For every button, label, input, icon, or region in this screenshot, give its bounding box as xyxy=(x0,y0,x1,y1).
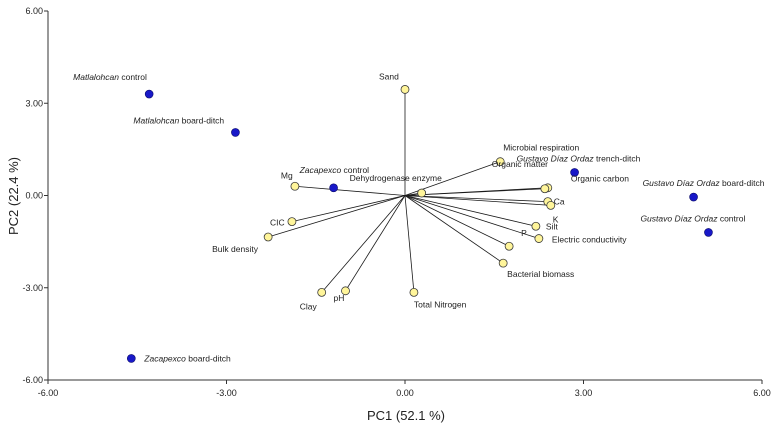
variable-label-bacterial-biomass: Bacterial biomass xyxy=(507,269,574,279)
y-tick-label: 0.00 xyxy=(25,191,43,201)
sample-label-gustavo-diaz-ordaz-trench-ditch: Gustavo Díaz Ordaz trench-ditch xyxy=(517,153,641,163)
variable-label-cic: CIC xyxy=(270,218,285,228)
sample-label-zacapexco-board-ditch: Zacapexco board-ditch xyxy=(143,353,231,363)
sample-point-matlalohcan-board-ditch xyxy=(231,128,240,137)
variable-point-electric-conductivity xyxy=(534,234,544,243)
variable-label-p: P xyxy=(521,228,527,238)
variable-point-k xyxy=(546,200,556,210)
x-tick-label: 6.00 xyxy=(753,388,771,398)
sample-treatment: board-ditch xyxy=(720,178,765,188)
sample-treatment: control xyxy=(717,213,745,223)
sample-treatment: control xyxy=(119,72,147,82)
variable-label-k: K xyxy=(553,214,559,224)
sample-label-matlalohcan-board-ditch: Matlalohcan board-ditch xyxy=(133,115,224,125)
sample-site: Matlalohcan xyxy=(133,115,179,125)
sample-site: Gustavo Díaz Ordaz xyxy=(517,153,595,163)
x-tick-label: 0.00 xyxy=(396,388,414,398)
vector-mg xyxy=(294,185,406,196)
vector-k xyxy=(404,195,551,206)
variable-label-ca: Ca xyxy=(554,197,565,207)
variable-point-bacterial-biomass xyxy=(498,258,508,268)
sample-treatment: board-ditch xyxy=(179,115,224,125)
vector-bulk-density xyxy=(268,195,406,238)
sample-site: Gustavo Díaz Ordaz xyxy=(640,213,718,223)
sample-treatment: control xyxy=(341,165,369,175)
vector-electric-conductivity xyxy=(404,195,539,239)
vector-bacterial-biomass xyxy=(404,195,504,264)
point-labels: Sand Microbial respiration Organic matter O… xyxy=(73,71,765,363)
variable-point-bulk-density xyxy=(263,232,273,242)
sample-points xyxy=(127,89,713,363)
variable-point-sand xyxy=(400,85,410,94)
vector-organic-carbon xyxy=(404,188,545,196)
axes: -6.00 -3.00 0.00 3.00 6.00 -6.00 -3.00 0.00 3.00… xyxy=(22,6,770,398)
x-axis-title: PC1 (52.1 %) xyxy=(367,408,445,423)
variable-label-electric-conductivity: Electric conductivity xyxy=(552,235,627,245)
variable-label-dehydrogenase-enzyme: Dehydrogenase enzyme xyxy=(350,173,442,183)
sample-label-matlalohcan-control: Matlalohcan control xyxy=(73,72,147,82)
variable-label-bulk-density: Bulk density xyxy=(212,244,259,254)
sample-treatment: board-ditch xyxy=(186,353,231,363)
variable-point-cic xyxy=(287,217,297,227)
y-tick-label: -3.00 xyxy=(22,283,43,293)
sample-treatment: trench-ditch xyxy=(594,153,641,163)
vector-p xyxy=(404,195,510,247)
variable-label-microbial-respiration: Microbial respiration xyxy=(503,143,579,153)
sample-point-zacapexco-control xyxy=(329,183,338,193)
variable-label-ph: pH xyxy=(334,293,345,303)
y-tick-label: 6.00 xyxy=(25,6,43,16)
variable-point-clay xyxy=(317,287,327,297)
x-tick-label: -6.00 xyxy=(38,388,59,398)
vector-clay xyxy=(321,195,406,293)
sample-label-gustavo-diaz-ordaz-control: Gustavo Díaz Ordaz control xyxy=(640,213,745,223)
variable-points xyxy=(263,85,556,297)
sample-label-zacapexco-control: Zacapexco control xyxy=(299,165,370,175)
variable-point-total-nitrogen xyxy=(409,287,419,297)
variable-point-p xyxy=(504,241,514,251)
sample-point-gustavo-diaz-ordaz-board-ditch xyxy=(689,192,698,202)
variable-label-organic-matter: Organic matter xyxy=(492,159,548,169)
sample-site: Zacapexco xyxy=(143,353,186,363)
sample-point-gustavo-diaz-ordaz-trench-ditch xyxy=(570,168,579,177)
variable-point-dehydrogenase-enzyme xyxy=(417,188,427,198)
variable-label-organic-carbon: Organic carbon xyxy=(571,174,629,184)
variable-label-silt: Silt xyxy=(546,221,558,231)
sample-point-matlalohcan-control xyxy=(144,89,154,99)
sample-point-gustavo-diaz-ordaz-control xyxy=(704,228,713,237)
vector-cic xyxy=(291,195,406,223)
variable-label-clay: Clay xyxy=(300,301,318,311)
sample-site: Matlalohcan xyxy=(73,72,119,82)
y-tick-label: -6.00 xyxy=(22,375,43,385)
variable-point-mg xyxy=(290,181,300,191)
x-tick-label: -3.00 xyxy=(216,388,237,398)
vector-total-nitrogen xyxy=(404,195,415,293)
variable-vectors xyxy=(268,89,551,293)
variable-label-mg: Mg xyxy=(281,170,293,180)
sample-point-zacapexco-board-ditch xyxy=(127,354,136,363)
sample-site: Gustavo Díaz Ordaz xyxy=(643,178,721,188)
sample-site: Zacapexco xyxy=(299,165,342,175)
vector-silt xyxy=(404,195,536,227)
variable-label-sand: Sand xyxy=(379,71,399,81)
variable-point-organic-carbon xyxy=(540,184,550,194)
variable-point-silt xyxy=(531,221,541,231)
variable-label-total-nitrogen: Total Nitrogen xyxy=(414,299,467,309)
vector-ca xyxy=(404,195,548,203)
x-tick-label: 3.00 xyxy=(575,388,593,398)
y-tick-label: 3.00 xyxy=(25,98,43,108)
vector-ph xyxy=(345,195,406,292)
sample-label-gustavo-diaz-ordaz-board-ditch: Gustavo Díaz Ordaz board-ditch xyxy=(643,178,765,188)
variable-point-ph xyxy=(341,286,350,296)
y-axis-title: PC2 (22.4 %) xyxy=(6,157,21,235)
variable-point-microbial-respiration xyxy=(495,157,505,167)
